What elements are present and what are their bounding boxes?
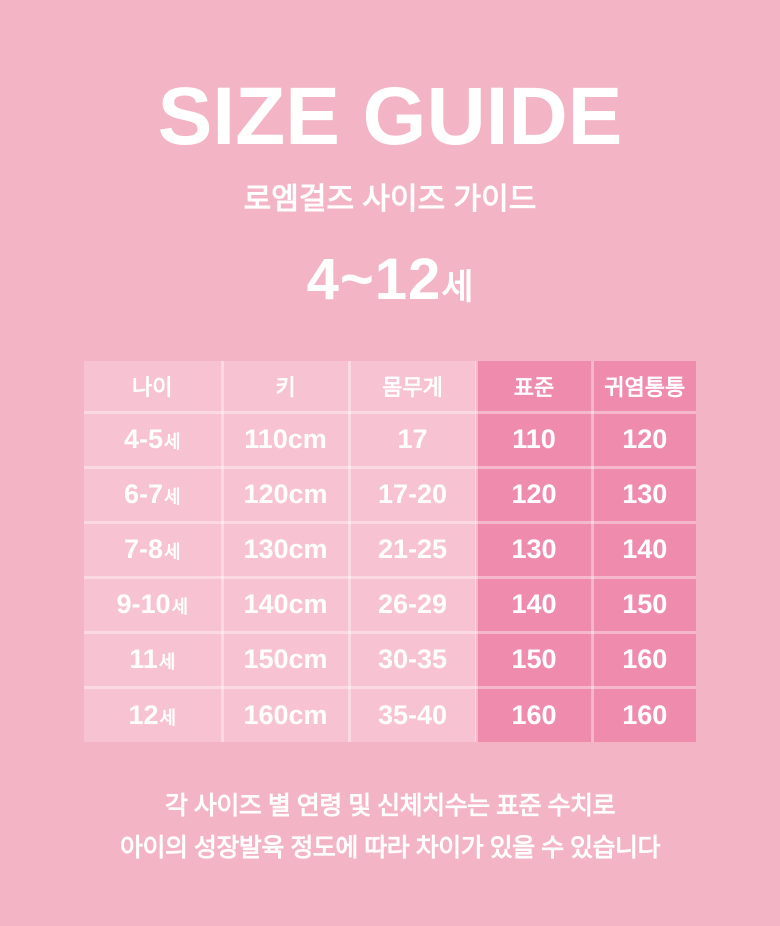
age-suffix: 세 [163, 432, 181, 452]
size-table: 나이 키 몸무게 표준 귀염통통 4-5세 110cm 17 110 120 6-7세 120cm 1… [84, 361, 696, 742]
footer-note: 각 사이즈 별 연령 및 신체치수는 표준 수치로 아이의 성장발육 정도에 따… [0, 785, 780, 869]
cell-standard: 150 [474, 630, 594, 689]
size-table-body: 4-5세 110cm 17 110 120 6-7세 120cm 17-20 120 130 7-8… [84, 410, 696, 742]
cell-height: 120cm [220, 465, 351, 524]
cell-chubby: 130 [590, 465, 696, 524]
table-row: 12세 160cm 35-40 160 160 [84, 685, 696, 742]
cell-standard: 140 [474, 575, 594, 634]
page-subtitle: 로엠걸즈 사이즈 가이드 [243, 183, 537, 216]
footer-line-2: 아이의 성장발육 정도에 따라 차이가 있을 수 있습니다 [119, 834, 661, 862]
age-value: 7-8 [123, 534, 163, 564]
age-value: 4-5 [123, 424, 163, 454]
table-row: 7-8세 130cm 21-25 130 140 [84, 520, 696, 579]
age-range-suffix: 세 [441, 268, 474, 307]
cell-height: 130cm [220, 520, 351, 579]
cell-height: 160cm [220, 685, 351, 742]
age-value: 11 [129, 644, 158, 674]
size-table-header-row: 나이 키 몸무게 표준 귀염통통 [84, 361, 696, 414]
column-header-height: 키 [220, 361, 351, 414]
table-row: 4-5세 110cm 17 110 120 [84, 410, 696, 469]
table-row: 9-10세 140cm 26-29 140 150 [84, 575, 696, 634]
column-header-chubby: 귀염통통 [590, 361, 696, 414]
cell-chubby: 160 [590, 685, 696, 742]
age-suffix: 세 [171, 597, 189, 617]
cell-height: 150cm [220, 630, 351, 689]
page-title: SIZE GUIDE [157, 71, 623, 162]
footer-line-1: 각 사이즈 별 연령 및 신체치수는 표준 수치로 [164, 792, 616, 820]
cell-chubby: 160 [590, 630, 696, 689]
cell-weight: 35-40 [347, 685, 478, 742]
cell-age: 9-10세 [84, 575, 224, 634]
cell-weight: 26-29 [347, 575, 478, 634]
column-header-standard: 표준 [474, 361, 594, 414]
column-header-age: 나이 [84, 361, 224, 414]
cell-height: 110cm [220, 410, 351, 469]
cell-weight: 17 [347, 410, 478, 469]
table-row: 6-7세 120cm 17-20 120 130 [84, 465, 696, 524]
age-suffix: 세 [158, 652, 176, 672]
cell-age: 7-8세 [84, 520, 224, 579]
age-value: 6-7 [123, 479, 163, 509]
column-header-weight: 몸무게 [347, 361, 478, 414]
age-suffix: 세 [159, 707, 177, 728]
cell-age: 11세 [84, 630, 224, 689]
cell-weight: 21-25 [347, 520, 478, 579]
cell-height: 140cm [220, 575, 351, 634]
age-suffix: 세 [163, 487, 181, 507]
cell-standard: 130 [474, 520, 594, 579]
table-row: 11세 150cm 30-35 150 160 [84, 630, 696, 689]
age-suffix: 세 [163, 542, 181, 562]
cell-standard: 110 [474, 410, 594, 469]
cell-standard: 120 [474, 465, 594, 524]
cell-age: 4-5세 [84, 410, 224, 469]
cell-weight: 17-20 [347, 465, 478, 524]
age-value: 12 [128, 699, 159, 730]
age-value: 9-10 [116, 589, 171, 619]
cell-age: 12세 [84, 685, 224, 742]
cell-chubby: 150 [590, 575, 696, 634]
cell-chubby: 120 [590, 410, 696, 469]
age-range-heading: 4~12 세 [0, 248, 780, 312]
cell-age: 6-7세 [84, 465, 224, 524]
cell-standard: 160 [474, 685, 594, 742]
cell-weight: 30-35 [347, 630, 478, 689]
age-range-value: 4~12 [306, 247, 442, 312]
cell-chubby: 140 [590, 520, 696, 579]
